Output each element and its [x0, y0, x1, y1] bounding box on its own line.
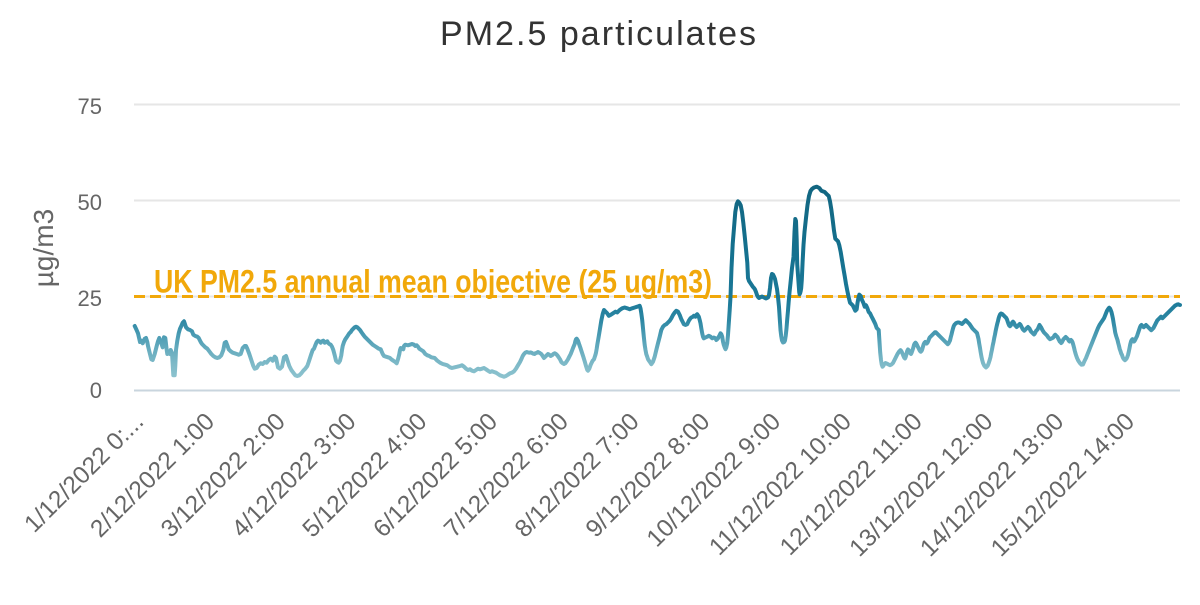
svg-text:µg/m3: µg/m3	[28, 209, 59, 287]
svg-text:UK PM2.5 annual mean objective: UK PM2.5 annual mean objective (25 ug/m3…	[154, 264, 712, 300]
svg-text:25: 25	[78, 286, 102, 311]
svg-text:0: 0	[90, 378, 102, 403]
svg-text:50: 50	[78, 190, 102, 215]
svg-text:75: 75	[78, 94, 102, 119]
svg-text:PM2.5 particulates: PM2.5 particulates	[440, 15, 756, 53]
